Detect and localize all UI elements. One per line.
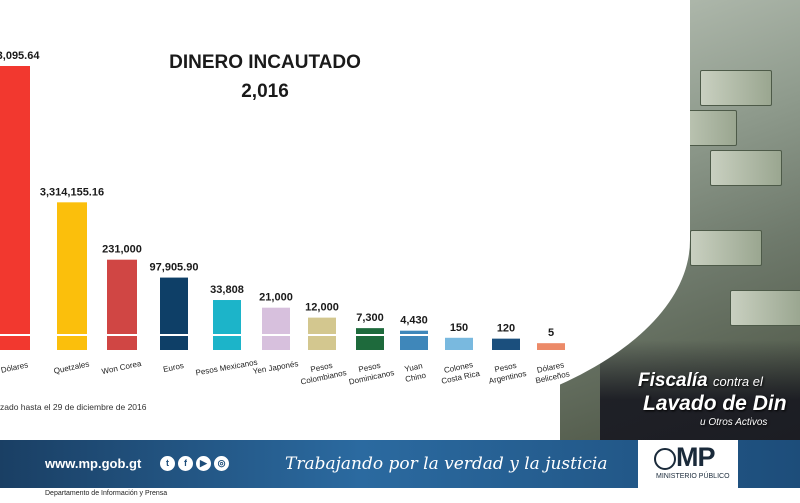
logo-text: MP [676,442,715,472]
category-label: Pesos Mexicanos [195,358,258,378]
bar-6 [308,317,336,350]
chart-panel [0,0,690,440]
chart-subtitle: 2,016 [241,81,289,102]
youtube-icon[interactable]: ▶ [196,456,211,471]
bar-stripe [445,334,473,336]
bar-chart: DINERO INCAUTADO 2,016 93,095.64 Dólares 3… [0,50,571,412]
chart-footnote: zado hasta el 29 de diciembre de 2016 [0,402,147,412]
banknote-image [710,150,782,186]
category-label: Euros [162,361,184,374]
category-label: PesosArgentinos [486,359,527,386]
facebook-icon[interactable]: f [178,456,193,471]
category-label: PesosDominicanos [346,358,395,386]
department-label: Departamento de Información y Prensa [45,490,168,497]
bar-stripe [400,334,428,336]
bar-8 [400,330,428,350]
bar-4 [213,300,241,350]
value-label: 150 [450,322,468,334]
value-label: 33,808 [210,284,244,296]
value-label: 120 [497,323,515,335]
category-label: DólaresBeliceños [533,360,571,386]
value-label: 231,000 [102,244,142,256]
bar-stripe [57,334,87,336]
chart-title: DINERO INCAUTADO [169,52,361,73]
value-label: 97,905.90 [150,262,199,274]
logo-subtitle: MINISTERIO PÚBLICO [656,473,730,480]
category-label: Yen Japonés [252,359,299,376]
banknote-image [700,70,772,106]
bar-10 [492,338,520,350]
bar-stripe [537,334,565,336]
value-label: 7,300 [356,312,384,324]
value-label: 4,430 [400,315,428,327]
value-label: 5 [548,327,554,339]
bar-stripe [107,334,137,336]
category-label: YuanChino [402,361,427,384]
mp-logo: MP MINISTERIO PÚBLICO [638,440,738,488]
value-label: 3,314,155.16 [40,186,104,198]
fiscalia-contra: contra el [713,374,763,389]
bar-7 [356,328,384,350]
category-label: PesosColombianos [298,358,348,386]
bar-11 [537,343,565,350]
bar-2 [107,259,137,350]
footer-slogan: Trabajando por la verdad y la justicia [285,454,608,474]
value-label: 12,000 [305,302,339,314]
bar-stripe [356,334,384,336]
twitter-icon[interactable]: t [160,456,175,471]
bar-stripe [0,334,30,336]
bar-stripe [492,334,520,336]
website-link[interactable]: www.mp.gob.gt [45,456,142,471]
banknote-image [690,230,762,266]
fiscalia-word: Fiscalía [638,370,708,391]
footer-bottom [0,488,800,503]
bar-stripe [213,334,241,336]
bar-3 [160,277,188,350]
bar-1 [57,202,87,350]
category-label: Won Corea [101,359,143,376]
value-label: 93,095.64 [0,50,40,62]
instagram-icon[interactable]: ◎ [214,456,229,471]
category-label: Dólares [0,360,29,375]
banknote-image [730,290,800,326]
bar-5 [262,307,290,350]
fiscalia-line1: Fiscalía contra el [638,370,763,392]
bar-0 [0,66,30,350]
category-label: Quetzales [53,359,90,375]
fiscalia-line2: Lavado de Din [643,392,787,415]
bar-stripe [262,334,290,336]
mp-emblem-icon [654,448,676,470]
bar-9 [445,337,473,350]
photo-shadow [600,340,800,440]
bar-stripe [160,334,188,336]
fiscalia-line3: u Otros Activos [700,417,768,428]
bar-stripe [308,334,336,336]
category-label: ColonesCosta Rica [438,359,481,386]
value-label: 21,000 [259,292,293,304]
